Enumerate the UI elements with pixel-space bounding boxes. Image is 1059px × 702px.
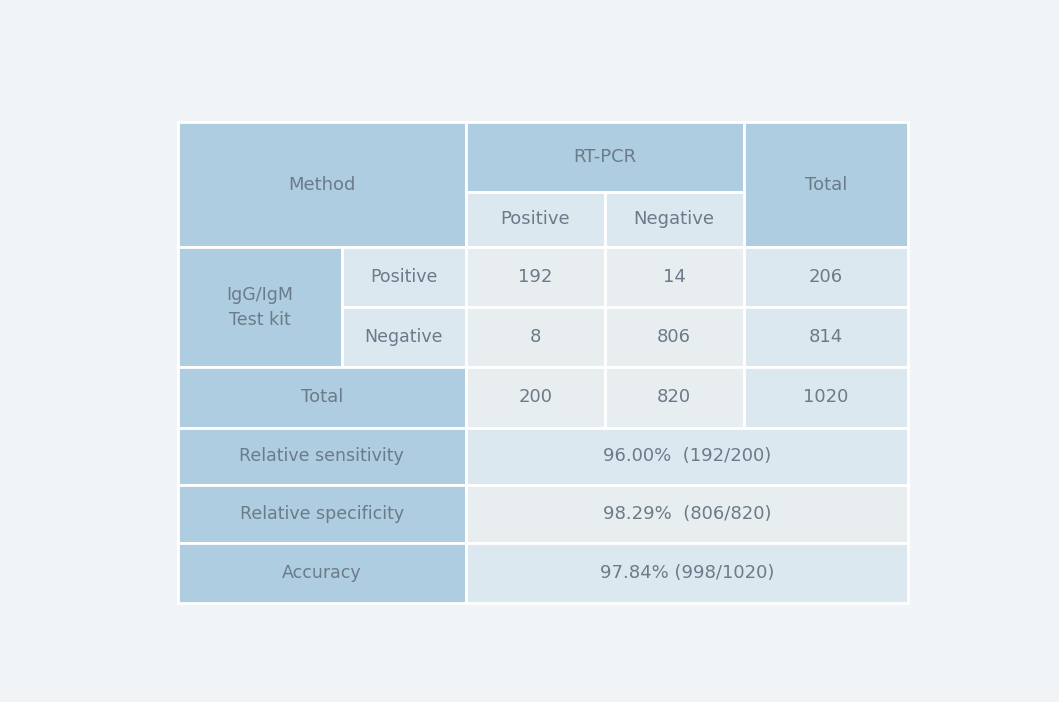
Text: Negative: Negative — [364, 329, 444, 346]
Bar — [466, 307, 605, 367]
Text: 200: 200 — [519, 388, 553, 406]
Text: 14: 14 — [663, 268, 685, 286]
Text: 814: 814 — [809, 329, 843, 346]
Text: 97.84% (998/1020): 97.84% (998/1020) — [599, 564, 774, 582]
Bar — [466, 192, 605, 247]
Bar — [466, 428, 908, 485]
Text: Relative sensitivity: Relative sensitivity — [239, 447, 405, 465]
Bar — [466, 122, 743, 192]
Bar — [178, 367, 466, 428]
Bar — [743, 307, 908, 367]
Bar — [466, 485, 908, 543]
Text: Positive: Positive — [501, 211, 570, 228]
Text: Accuracy: Accuracy — [282, 564, 361, 582]
Text: Negative: Negative — [633, 211, 715, 228]
Text: Total: Total — [301, 388, 343, 406]
Text: Relative specificity: Relative specificity — [239, 505, 403, 523]
Bar — [342, 247, 466, 307]
Bar — [743, 367, 908, 428]
Bar — [466, 543, 908, 603]
Bar — [178, 122, 466, 247]
Text: 820: 820 — [658, 388, 692, 406]
Text: 806: 806 — [658, 329, 692, 346]
Text: 98.29%  (806/820): 98.29% (806/820) — [603, 505, 771, 523]
Bar — [743, 247, 908, 307]
Bar — [342, 307, 466, 367]
Bar — [605, 367, 743, 428]
Bar — [605, 192, 743, 247]
Text: IgG/IgM
Test kit: IgG/IgM Test kit — [227, 286, 293, 329]
Text: RT-PCR: RT-PCR — [573, 148, 636, 166]
Bar — [178, 485, 466, 543]
Bar — [178, 543, 466, 603]
Bar — [743, 122, 908, 247]
Bar — [178, 247, 342, 367]
Text: Method: Method — [288, 176, 356, 194]
Text: Total: Total — [805, 176, 847, 194]
Text: 192: 192 — [518, 268, 553, 286]
Bar — [605, 307, 743, 367]
Text: 8: 8 — [530, 329, 541, 346]
Bar — [466, 247, 605, 307]
Bar — [605, 247, 743, 307]
Text: 206: 206 — [809, 268, 843, 286]
Text: 96.00%  (192/200): 96.00% (192/200) — [603, 447, 771, 465]
Text: 1020: 1020 — [803, 388, 848, 406]
Bar — [466, 367, 605, 428]
Bar — [178, 428, 466, 485]
Text: Positive: Positive — [371, 268, 437, 286]
